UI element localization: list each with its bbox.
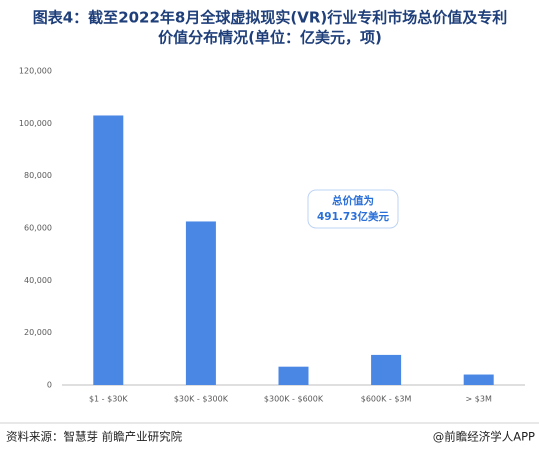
bar — [463, 374, 494, 385]
y-tick-label: 20,000 — [24, 328, 52, 337]
y-tick-label: 80,000 — [24, 171, 52, 180]
y-tick-label: 120,000 — [19, 67, 52, 76]
y-tick-label: 100,000 — [19, 119, 52, 128]
credit: @前瞻经济学人APP — [433, 430, 535, 444]
annotation: 491.73亿美元 — [317, 210, 390, 223]
bar — [371, 354, 402, 385]
y-tick-label: 60,000 — [24, 224, 52, 233]
x-tick-label: > $3M — [466, 395, 492, 404]
x-tick-label: $600K - $3M — [361, 395, 412, 404]
y-tick-label: 40,000 — [24, 276, 52, 285]
chart-title: 价值分布情况(单位：亿美元，项) — [158, 29, 382, 47]
annotation-box — [307, 189, 399, 229]
source: 资料来源：智慧芽 前瞻产业研究院 — [6, 430, 183, 444]
bar — [278, 366, 309, 385]
bar — [185, 221, 216, 385]
y-tick-label: 0 — [47, 381, 52, 390]
x-tick-label: $1 - $30K — [89, 395, 128, 404]
chart-title: 图表4：截至2022年8月全球虚拟现实(VR)行业专利市场总价值及专利 — [33, 9, 508, 27]
annotation: 总价值为 — [332, 194, 374, 207]
x-tick-label: $30K - $300K — [174, 395, 229, 404]
bar — [93, 115, 124, 385]
x-tick-label: $300K - $600K — [264, 395, 324, 404]
